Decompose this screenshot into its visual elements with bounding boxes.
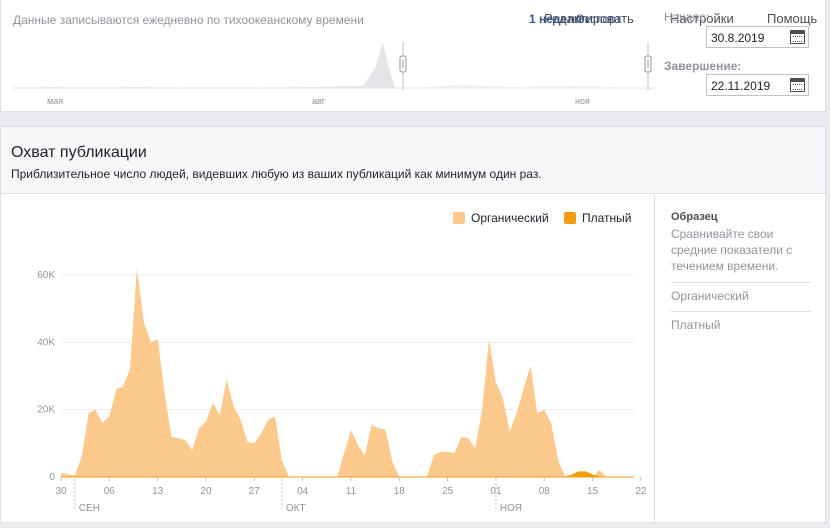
legend-paid-swatch <box>564 212 576 224</box>
legend-organic-label: Органический <box>471 211 549 225</box>
link-edit[interactable]: Редактировать <box>544 11 634 26</box>
month-label: ОКТ <box>286 503 306 514</box>
reach-subtitle: Приблизительное число людей, видевших лю… <box>11 167 542 181</box>
series-organic-area <box>61 268 634 477</box>
x-tick-label: 18 <box>394 486 406 497</box>
legend-organic-swatch <box>453 212 465 224</box>
divider <box>671 282 811 283</box>
start-date-input[interactable]: 30.8.2019 <box>706 26 809 48</box>
benchmark-title: Образец <box>671 211 718 223</box>
end-label: Завершение: <box>664 59 742 73</box>
end-date-value: 22.11.2019 <box>711 79 771 93</box>
mini-axis-may: мая <box>47 96 64 106</box>
y-tick-label: 40K <box>37 337 55 348</box>
x-tick-label: 27 <box>249 486 261 497</box>
link-week[interactable]: 1 неделя <box>529 12 582 26</box>
timezone-note: Данные записываются ежедневно по тихооке… <box>13 13 364 27</box>
divider <box>671 311 811 312</box>
x-tick-label: 08 <box>539 486 551 497</box>
end-date-input[interactable]: 22.11.2019 <box>706 74 809 96</box>
start-label: Начало: <box>664 10 710 24</box>
range-selection <box>403 38 648 90</box>
x-tick-label: 15 <box>587 486 599 497</box>
x-tick-label: 20 <box>200 486 212 497</box>
x-tick-label: 11 <box>346 486 357 497</box>
y-tick-label: 0 <box>49 472 55 483</box>
y-tick-label: 20K <box>37 405 55 416</box>
month-label: НОЯ <box>500 503 522 514</box>
x-tick-label: 06 <box>104 486 116 497</box>
link-settings[interactable]: Настройки <box>670 11 734 26</box>
link-help[interactable]: Помощь <box>767 11 818 26</box>
x-tick-label: 04 <box>297 486 309 497</box>
benchmark-sidebar: Образец Сравнивайте свои средние показат… <box>654 195 825 522</box>
post-reach-panel: Охват публикации Приблизительное число л… <box>0 126 826 523</box>
reach-chart: Органический Платный 0 20K 40K 60K 30 06 13 20 2… <box>1 195 654 522</box>
reach-title: Охват публикации <box>11 144 147 161</box>
x-tick-label: 30 <box>55 486 67 497</box>
mini-axis-aug: авг <box>312 96 326 106</box>
benchmark-organic[interactable]: Органический <box>671 289 749 303</box>
link-export[interactable]: Экспорт <box>576 12 622 26</box>
x-tick-label: 22 <box>635 486 647 497</box>
calendar-icon[interactable] <box>790 30 805 44</box>
legend-paid-label: Платный <box>582 211 632 225</box>
benchmark-description: Сравнивайте свои средние показатели с те… <box>671 227 793 273</box>
reach-header: Охват публикации Приблизительное число л… <box>1 127 825 194</box>
start-date-value: 30.8.2019 <box>711 31 765 45</box>
legend-paid[interactable]: Платный <box>564 211 632 225</box>
month-label: СЕН <box>79 503 100 514</box>
y-tick-label: 60K <box>37 270 55 281</box>
calendar-icon[interactable] <box>790 78 805 92</box>
x-tick-label: 13 <box>152 486 164 497</box>
range-mini-chart[interactable] <box>13 38 653 90</box>
benchmark-paid[interactable]: Платный <box>671 318 721 332</box>
x-tick-label: 25 <box>442 486 454 497</box>
mini-axis-nov: ноя <box>575 96 590 106</box>
legend-organic[interactable]: Органический <box>453 211 549 225</box>
date-range-panel: Данные записываются ежедневно по тихооке… <box>0 0 826 112</box>
